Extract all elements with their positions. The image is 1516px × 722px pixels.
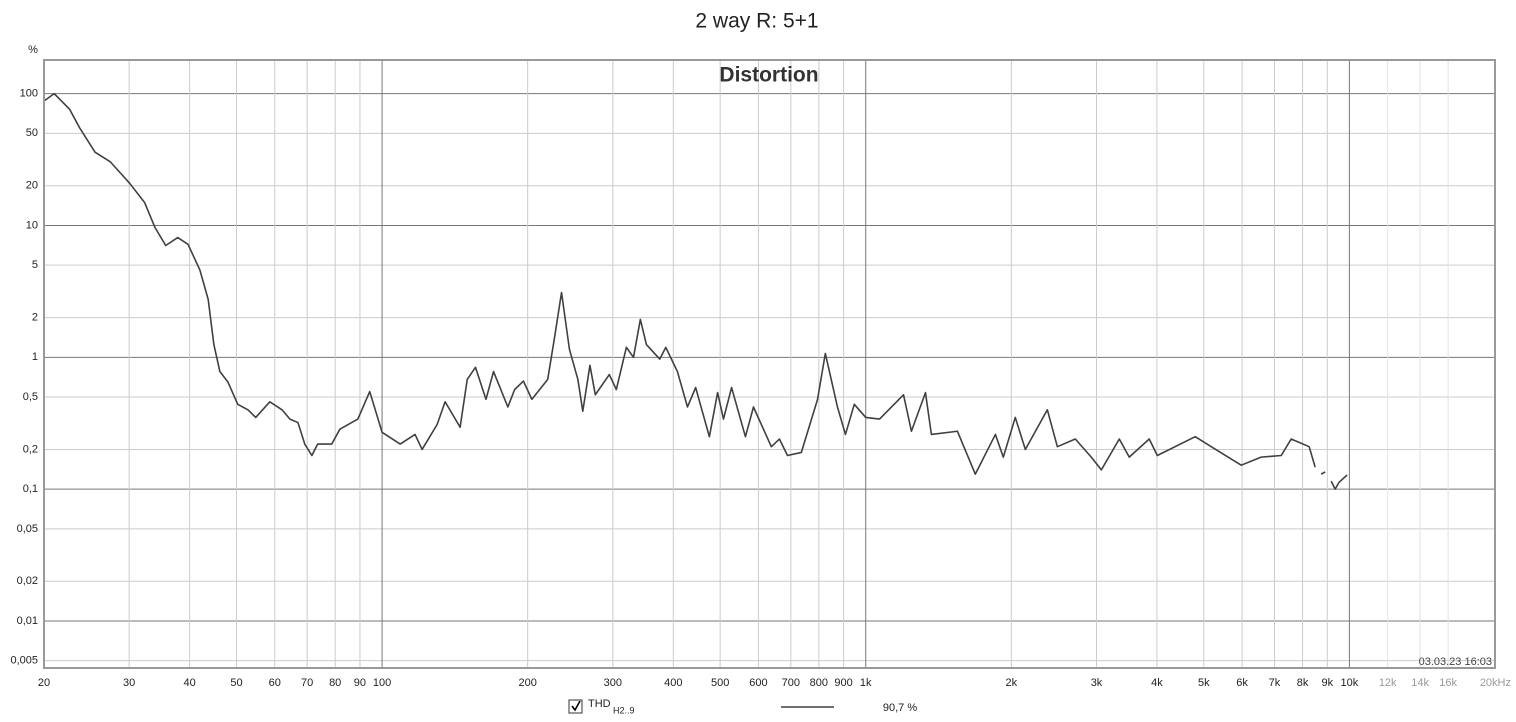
legend-value: 90,7 % — [883, 702, 917, 714]
x-tick-label: 100 — [373, 677, 391, 689]
x-tick-label: 14k — [1411, 677, 1429, 689]
x-tick-label: 2k — [1006, 677, 1018, 689]
x-tick-label: 7k — [1269, 677, 1281, 689]
x-tick-label: 400 — [664, 677, 682, 689]
x-tick-label: 20kHz — [1480, 677, 1511, 689]
x-tick-label: 40 — [183, 677, 195, 689]
y-tick-label: 0,005 — [10, 655, 38, 667]
legend-label-sub: H2..9 — [613, 705, 635, 715]
y-tick-label: 10 — [26, 219, 38, 231]
x-tick-label: 12k — [1379, 677, 1397, 689]
x-tick-label: 800 — [810, 677, 828, 689]
x-tick-label: 900 — [834, 677, 852, 689]
y-tick-label: 1 — [32, 351, 38, 363]
legend-label: THD — [588, 698, 611, 710]
plot-area — [44, 60, 1495, 668]
chart-title: 2 way R: 5+1 — [695, 10, 818, 33]
x-tick-label: 1k — [860, 677, 872, 689]
x-tick-label: 8k — [1297, 677, 1309, 689]
x-tick-label: 500 — [711, 677, 729, 689]
x-tick-label: 9k — [1321, 677, 1333, 689]
x-tick-label: 80 — [329, 677, 341, 689]
x-tick-label: 30 — [123, 677, 135, 689]
x-tick-label: 16k — [1439, 677, 1457, 689]
x-tick-label: 90 — [354, 677, 366, 689]
plot-title: Distortion — [719, 64, 818, 87]
y-tick-label: 2 — [32, 312, 38, 324]
x-tick-label: 6k — [1236, 677, 1248, 689]
y-tick-label: 20 — [26, 180, 38, 192]
y-tick-label: 0,05 — [17, 523, 38, 535]
y-tick-label: 0,1 — [23, 483, 38, 495]
x-tick-label: 20 — [38, 677, 50, 689]
x-tick-label: 3k — [1091, 677, 1103, 689]
y-axis-label: % — [28, 44, 38, 56]
x-tick-label: 50 — [230, 677, 242, 689]
x-tick-label: 10k — [1341, 677, 1359, 689]
x-tick-label: 300 — [604, 677, 622, 689]
plot-border — [43, 59, 1496, 669]
x-tick-label: 700 — [782, 677, 800, 689]
y-tick-label: 5 — [32, 259, 38, 271]
timestamp: 03.03.23 16:03 — [1419, 656, 1492, 668]
y-tick-label: 0,2 — [23, 443, 38, 455]
y-tick-label: 0,02 — [17, 575, 38, 587]
x-tick-label: 600 — [749, 677, 767, 689]
data-line — [43, 92, 1348, 490]
x-tick-label: 70 — [301, 677, 313, 689]
checkmark — [571, 700, 581, 712]
x-tick-label: 5k — [1198, 677, 1210, 689]
x-tick-label: 60 — [269, 677, 281, 689]
y-tick-label: 50 — [26, 127, 38, 139]
y-tick-label: 0,5 — [23, 391, 38, 403]
y-tick-label: 100 — [20, 88, 38, 100]
x-tick-label: 4k — [1151, 677, 1163, 689]
x-tick-label: 200 — [518, 677, 536, 689]
y-tick-label: 0,01 — [17, 615, 38, 627]
